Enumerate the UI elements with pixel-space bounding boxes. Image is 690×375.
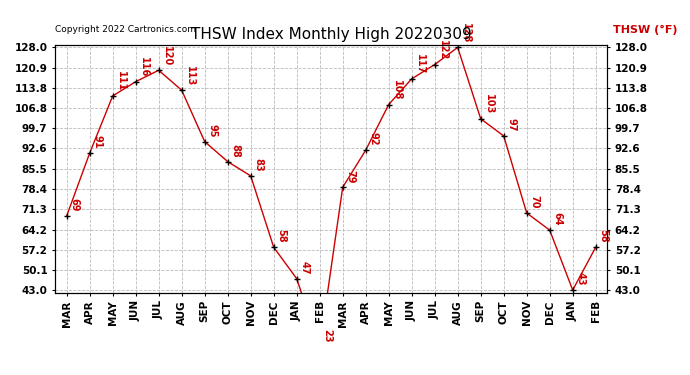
- Text: 69: 69: [70, 198, 79, 211]
- Text: 128: 128: [460, 23, 471, 43]
- Text: 116: 116: [139, 57, 148, 77]
- Text: 58: 58: [598, 230, 609, 243]
- Text: 47: 47: [299, 261, 309, 274]
- Text: 122: 122: [437, 40, 447, 60]
- Text: 23: 23: [322, 329, 333, 343]
- Text: THSW (°F): THSW (°F): [613, 25, 677, 35]
- Text: 92: 92: [368, 132, 378, 146]
- Text: 108: 108: [391, 80, 402, 100]
- Text: Copyright 2022 Cartronics.com: Copyright 2022 Cartronics.com: [55, 25, 196, 34]
- Text: 70: 70: [529, 195, 540, 209]
- Text: 83: 83: [253, 158, 264, 172]
- Text: 113: 113: [184, 66, 195, 86]
- Title: THSW Index Monthly High 20220309: THSW Index Monthly High 20220309: [191, 27, 471, 42]
- Text: 88: 88: [230, 144, 240, 158]
- Text: 58: 58: [277, 230, 286, 243]
- Text: 120: 120: [161, 46, 171, 66]
- Text: 43: 43: [575, 272, 585, 286]
- Text: 103: 103: [484, 94, 493, 114]
- Text: 64: 64: [553, 212, 562, 226]
- Text: 79: 79: [346, 170, 355, 183]
- Text: 91: 91: [92, 135, 102, 149]
- Text: 95: 95: [208, 124, 217, 137]
- Text: 117: 117: [415, 54, 424, 75]
- Text: 111: 111: [115, 71, 126, 92]
- Text: 97: 97: [506, 118, 516, 132]
